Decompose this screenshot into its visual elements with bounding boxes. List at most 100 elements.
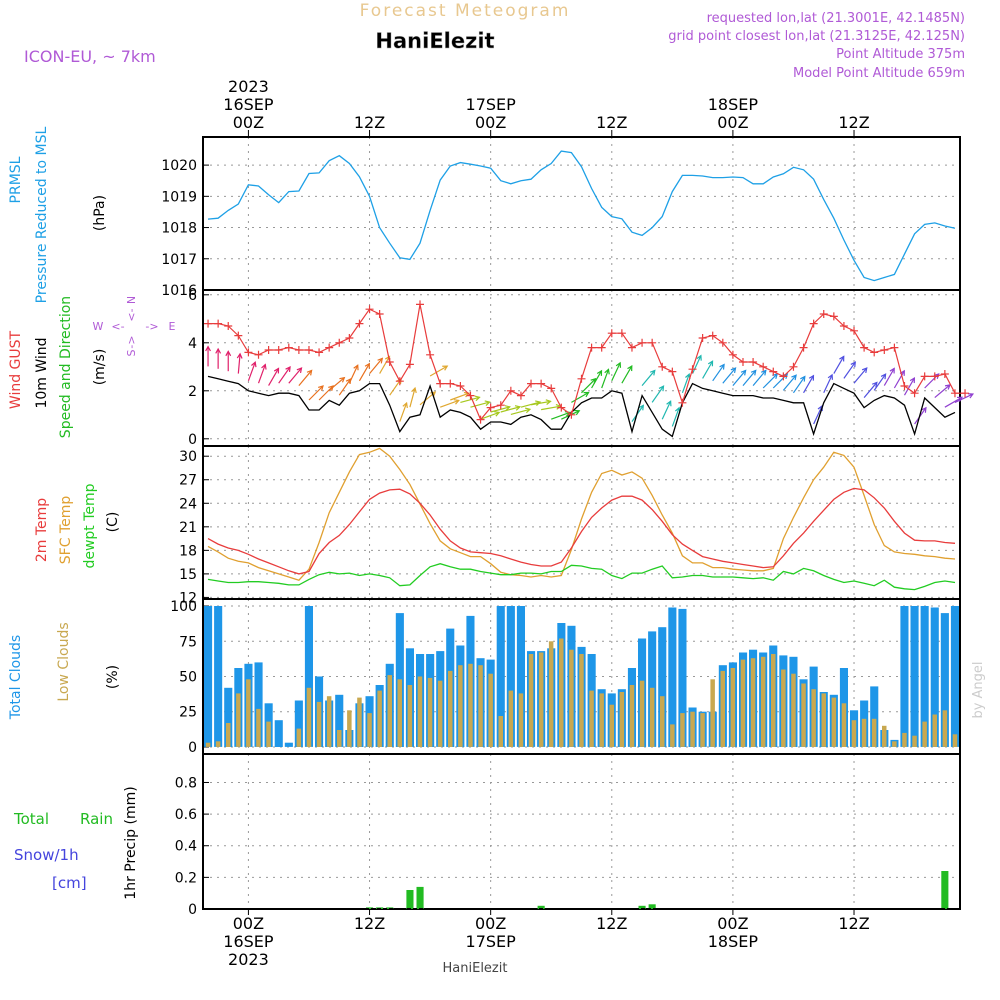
wind-arrow-head xyxy=(627,364,633,372)
wind-direction-arrow xyxy=(843,361,856,379)
wind-arrow-head xyxy=(658,385,665,392)
total-clouds-bar xyxy=(204,606,213,747)
gust-marker xyxy=(950,389,959,398)
gust-marker xyxy=(738,358,747,366)
ytick-label-clouds-0: 0 xyxy=(188,740,197,756)
low-clouds-bar xyxy=(437,680,443,747)
wind-arrow-head xyxy=(921,406,927,413)
top-time-label: 16SEP xyxy=(223,95,274,114)
low-clouds-bar xyxy=(468,663,473,747)
low-clouds-bar xyxy=(478,665,483,747)
gust-marker xyxy=(244,348,253,357)
wind-arrow-head xyxy=(205,345,211,352)
wind-arrow-head xyxy=(750,369,757,376)
wind-arrow-head xyxy=(251,361,257,368)
gust-marker xyxy=(436,379,445,388)
wind-arrow-head xyxy=(339,376,346,383)
low-clouds-bar xyxy=(296,728,302,747)
gust-marker xyxy=(910,389,919,398)
wind-arrow-head xyxy=(730,367,737,374)
wind-arrow-head xyxy=(827,373,834,380)
wind-arrow-head xyxy=(889,367,895,374)
low-clouds-bar xyxy=(932,714,937,747)
compass-w: W xyxy=(93,320,104,333)
gust-marker xyxy=(930,372,939,381)
gust-marker xyxy=(426,350,435,359)
total-clouds-label: Total Clouds xyxy=(8,635,24,720)
temp-2m-line xyxy=(207,487,956,575)
low-clouds-bar xyxy=(750,658,756,747)
wind-direction-arrow xyxy=(308,385,324,401)
wind-direction-arrow xyxy=(903,377,915,396)
wind-arrow-head xyxy=(574,409,581,416)
wind-direction-arrow xyxy=(288,367,302,384)
wind-direction-arrow xyxy=(450,392,470,401)
ytick-label-pressure-3: 1019 xyxy=(161,189,197,205)
wind-arrow-head xyxy=(839,355,845,362)
low-clouds-bar xyxy=(357,697,362,747)
wind-direction-arrow xyxy=(823,374,833,394)
low-clouds-bar xyxy=(377,690,382,747)
low-clouds-bar xyxy=(670,724,675,747)
gust-marker xyxy=(224,322,233,330)
wind-direction-arrow xyxy=(863,382,878,398)
wind-arrow-head xyxy=(944,384,951,390)
low-clouds-bar xyxy=(892,741,897,747)
gust-marker xyxy=(335,338,344,347)
low-clouds-bar xyxy=(236,693,241,747)
gust-marker xyxy=(315,348,324,357)
wind-arrow-head xyxy=(411,386,417,394)
wind-gust-line xyxy=(208,304,965,421)
low-clouds-bar xyxy=(690,711,695,747)
gust-marker xyxy=(789,362,798,371)
ytick-label-pressure-1: 1017 xyxy=(161,252,197,268)
wind-arrow-head xyxy=(364,362,370,369)
gust-marker xyxy=(264,346,273,354)
gust-marker xyxy=(718,338,727,347)
wind-direction-arrow xyxy=(813,405,823,425)
low-clouds-bar xyxy=(407,685,413,747)
low-clouds-bar xyxy=(861,718,867,747)
total-clouds-bar xyxy=(294,700,303,747)
total-clouds-bar xyxy=(678,608,687,747)
top-time-label: 12Z xyxy=(838,113,869,132)
low-clouds-bar xyxy=(700,713,705,747)
low-clouds-bar xyxy=(781,669,786,747)
pressure-label-2: Pressure Reduced to MSL xyxy=(34,126,50,303)
rain-bar xyxy=(638,905,646,909)
wind-unit: (m/s) xyxy=(92,349,108,386)
wind-arrow-head xyxy=(296,367,303,374)
wind-direction-arrow xyxy=(934,384,951,399)
bottom-time-label: 00Z xyxy=(475,914,506,933)
gust-marker xyxy=(567,410,576,419)
wind-direction-arrow xyxy=(601,369,610,389)
low-clouds-bar xyxy=(589,690,594,747)
product-title: Forecast Meteogram xyxy=(360,1,571,21)
total-clouds-bar xyxy=(284,742,293,747)
ytick-label-clouds-2: 50 xyxy=(179,670,197,686)
gust-marker xyxy=(870,348,879,357)
gust-marker xyxy=(416,300,425,309)
low-clouds-bar xyxy=(922,721,927,747)
compass-rose: N <- -> S W E <- -> xyxy=(93,296,176,357)
wind-direction-arrow xyxy=(500,406,521,413)
top-time-label: 00Z xyxy=(475,113,506,132)
wind-direction-arrow xyxy=(399,402,408,422)
gust-marker xyxy=(486,403,495,412)
wind-arrow-head xyxy=(583,391,590,398)
top-time-label: 12Z xyxy=(354,113,385,132)
total-clouds-bar xyxy=(254,662,263,747)
ytick-label-temperature-5: 27 xyxy=(179,473,197,489)
wind-direction-arrow xyxy=(530,400,551,406)
wind-arrow-head xyxy=(967,393,975,399)
gust-marker xyxy=(395,377,404,386)
bottom-time-label: 12Z xyxy=(838,914,869,933)
low-clouds-bar xyxy=(316,701,322,747)
model-name: ICON-EU, ~ 7km xyxy=(24,47,156,66)
ytick-label-wind-0: 0 xyxy=(188,432,197,448)
wind-direction-arrow xyxy=(551,411,571,420)
wind-direction-arrow xyxy=(944,396,963,408)
gust-marker xyxy=(688,365,697,374)
wind-direction-arrow xyxy=(611,362,621,382)
low-clouds-bar xyxy=(821,693,826,747)
